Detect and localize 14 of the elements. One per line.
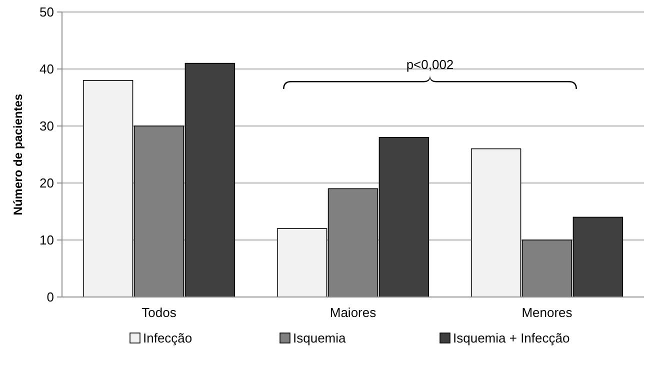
y-tick-label: 30 bbox=[40, 118, 54, 134]
y-tick-label: 40 bbox=[40, 62, 54, 77]
x-tick-label: Menores bbox=[522, 305, 573, 320]
legend-label: Isquemia + Infecção bbox=[453, 330, 570, 346]
annotation: p<0,002 bbox=[406, 57, 454, 72]
y-axis-title: Número de pacientes bbox=[11, 93, 25, 216]
x-tick-label: Maiores bbox=[330, 305, 377, 320]
y-tick-label: 20 bbox=[40, 176, 54, 191]
x-tick-label: Todos bbox=[142, 305, 177, 320]
y-tick-label: 10 bbox=[40, 232, 54, 248]
y-tick-label: 0 bbox=[46, 290, 54, 305]
legend-label: Isquemia bbox=[293, 330, 347, 346]
legend-label: Infecção bbox=[143, 330, 192, 346]
y-tick-label: 50 bbox=[40, 4, 54, 20]
